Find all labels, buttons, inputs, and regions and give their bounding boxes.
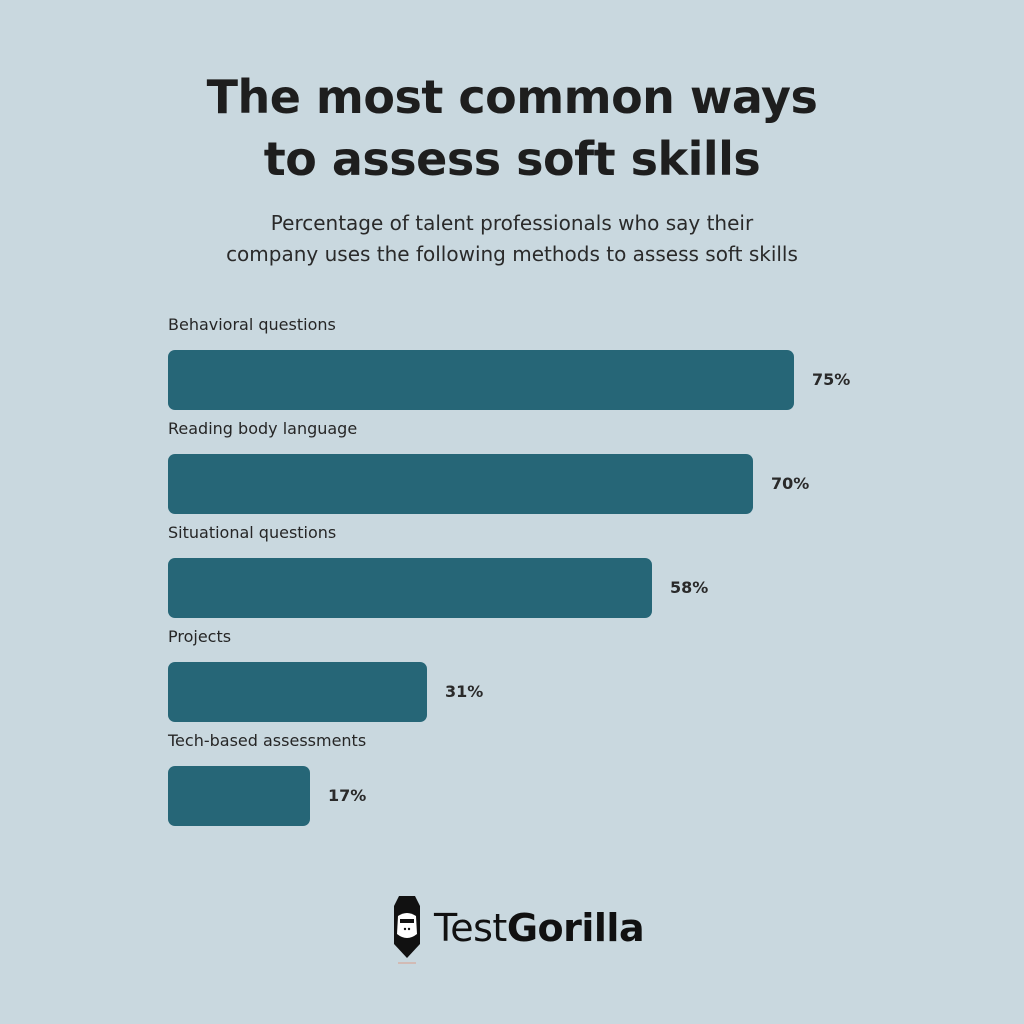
bar-value: 75%: [812, 370, 851, 389]
bar-value: 17%: [328, 786, 367, 805]
bar-value: 31%: [445, 682, 484, 701]
chart-subtitle: Percentage of talent professionals who s…: [0, 208, 1024, 270]
bar-row: Situational questions 58%: [168, 521, 928, 625]
bar: [168, 558, 652, 618]
title-line-1: The most common ways: [206, 70, 818, 124]
bar-label: Situational questions: [168, 523, 337, 542]
bar: [168, 350, 794, 410]
bar-label: Projects: [168, 627, 232, 646]
chart-title: The most common ways to assess soft skil…: [0, 66, 1024, 190]
bar-value: 70%: [771, 474, 810, 493]
bar-label: Tech-based assessments: [168, 731, 367, 750]
bar: [168, 766, 310, 826]
gorilla-pencil-icon: [394, 896, 420, 964]
bar-label: Behavioral questions: [168, 315, 336, 334]
bar-value: 58%: [670, 578, 709, 597]
bar: [168, 454, 753, 514]
subtitle-line-2: company uses the following methods to as…: [226, 242, 798, 266]
subtitle-line-1: Percentage of talent professionals who s…: [270, 211, 754, 235]
bar-row: Reading body language 70%: [168, 417, 928, 521]
bar-row: Tech-based assessments 17%: [168, 729, 928, 833]
bar-row: Behavioral questions 75%: [168, 313, 928, 417]
bar-label: Reading body language: [168, 419, 358, 438]
bar-chart: Behavioral questions 75% Reading body lang…: [168, 313, 928, 833]
title-line-2: to assess soft skills: [263, 132, 761, 186]
bar-row: Projects 31%: [168, 625, 928, 729]
logo-text: TestGorilla: [434, 906, 645, 950]
bar: [168, 662, 427, 722]
testgorilla-logo: TestGorilla: [390, 892, 645, 964]
